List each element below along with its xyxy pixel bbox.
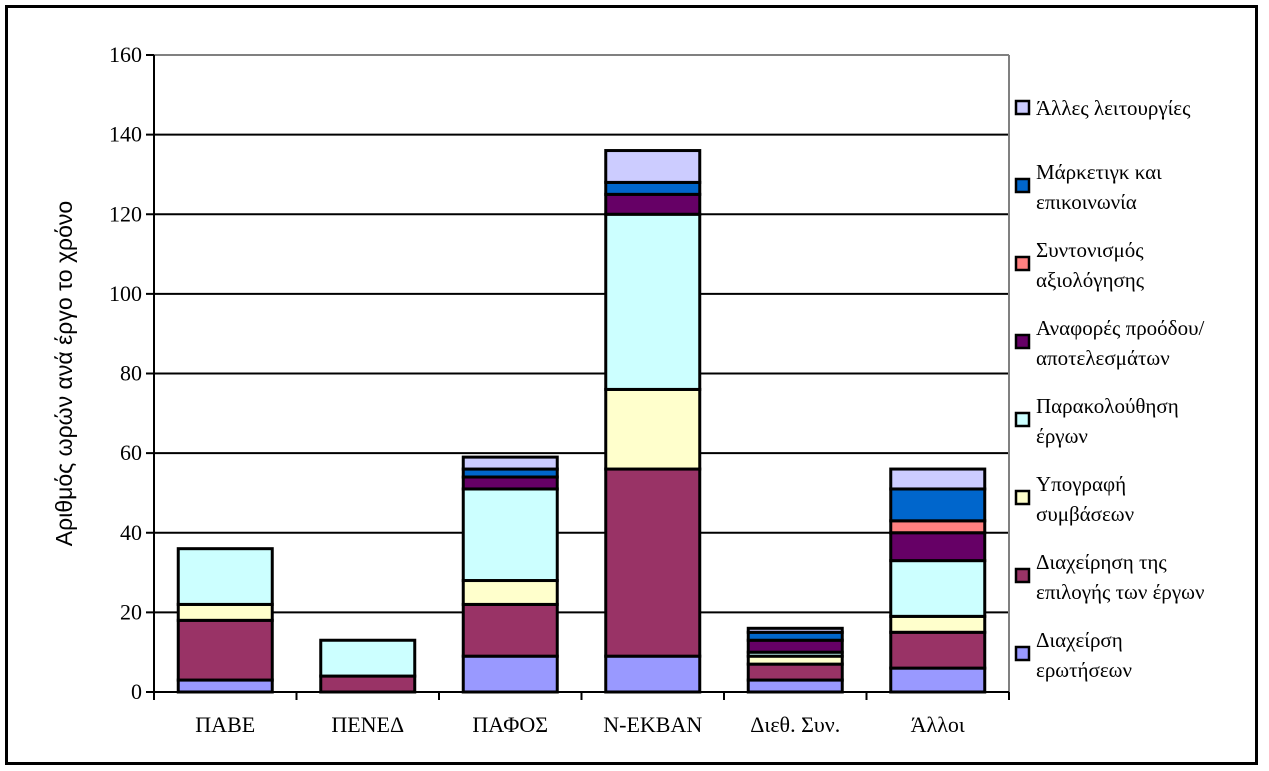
legend-label-0: Διαχείρση ερωτήσεων xyxy=(1036,628,1132,682)
bar-segment-2-1 xyxy=(461,602,559,658)
legend-swatch-4 xyxy=(1014,333,1031,350)
y-tick-label-20: 20 xyxy=(120,599,142,624)
bar-segment-5-7 xyxy=(889,467,987,491)
legend-label-1: Διαχείρηση της επιλογής των έργων xyxy=(1036,550,1204,604)
bar-segment-5-1 xyxy=(889,630,987,670)
y-tick-label-120: 120 xyxy=(109,201,142,226)
bar-segment-0-0 xyxy=(176,678,274,694)
x-tick-label-5: Άλλοι xyxy=(911,712,965,737)
bar-segment-5-0 xyxy=(889,666,987,694)
y-tick-label-100: 100 xyxy=(109,281,142,306)
legend-label-6: Μάρκετιγκ και επικοινωνία xyxy=(1036,160,1162,214)
bar-segment-5-5 xyxy=(889,519,987,535)
bar-segment-5-2 xyxy=(889,614,987,634)
bar-segment-2-2 xyxy=(461,579,559,606)
y-tick-label-140: 140 xyxy=(109,122,142,147)
bar-segment-3-7 xyxy=(604,149,702,184)
bar-segment-2-0 xyxy=(461,654,559,694)
legend-swatch-0 xyxy=(1014,645,1031,662)
x-tick-label-0: ΠΑΒΕ xyxy=(195,712,255,737)
bar-segment-4-7 xyxy=(746,626,844,634)
bar-segment-0-1 xyxy=(176,618,274,682)
x-tick-label-1: ΠΕΝΕΔ xyxy=(331,712,404,737)
bar-segment-0-2 xyxy=(176,602,274,622)
bar-segment-5-3 xyxy=(889,559,987,618)
bar-segment-2-3 xyxy=(461,487,559,583)
bar-segment-1-1 xyxy=(319,674,417,694)
bar-segment-2-7 xyxy=(461,455,559,471)
bar-segment-3-2 xyxy=(604,387,702,471)
bar-segment-4-0 xyxy=(746,678,844,694)
bar-segment-4-1 xyxy=(746,662,844,682)
legend-swatch-2 xyxy=(1014,489,1031,506)
bar-segment-3-6 xyxy=(604,180,702,196)
y-tick-label-40: 40 xyxy=(120,520,142,545)
bar-segment-5-6 xyxy=(889,487,987,523)
legend-label-5: Συντονισμός αξιολόγησης xyxy=(1036,238,1145,292)
legend-label-2: Υπογραφή συμβάσεων xyxy=(1036,472,1134,526)
legend-label-4: Αναφορές προόδου/αποτελεσμάτων xyxy=(1036,316,1204,370)
legend-swatch-5 xyxy=(1014,255,1031,272)
bar-segment-2-4 xyxy=(461,475,559,491)
legend-label-3: Παρακολούθηση έργων xyxy=(1036,394,1179,448)
bar-segment-1-3 xyxy=(319,638,417,678)
bar-segment-0-3 xyxy=(176,547,274,606)
bar-segment-3-4 xyxy=(604,192,702,216)
bar-segment-4-4 xyxy=(746,638,844,654)
y-axis-label: Αριθμός ωρών ανά έργο το χρόνο xyxy=(51,201,77,546)
legend-swatch-7 xyxy=(1014,99,1031,116)
x-tick-label-4: Διεθ. Συν. xyxy=(750,712,840,737)
bar-segment-3-0 xyxy=(604,654,702,694)
legend-swatch-3 xyxy=(1014,411,1031,428)
y-tick-label-80: 80 xyxy=(120,361,142,386)
bar-segment-3-1 xyxy=(604,467,702,658)
y-tick-label-0: 0 xyxy=(131,679,142,704)
legend-label-7: Άλλες λειτουργίες xyxy=(1036,96,1191,120)
y-tick-label-160: 160 xyxy=(109,42,142,67)
y-tick-label-60: 60 xyxy=(120,440,142,465)
bar-segment-3-3 xyxy=(604,212,702,391)
bar-segment-5-4 xyxy=(889,531,987,563)
x-tick-label-2: ΠΑΦΟΣ xyxy=(472,712,548,737)
legend-swatch-6 xyxy=(1014,177,1031,194)
x-tick-label-3: Ν-ΕΚΒΑΝ xyxy=(603,712,702,737)
legend-swatch-1 xyxy=(1014,567,1031,584)
